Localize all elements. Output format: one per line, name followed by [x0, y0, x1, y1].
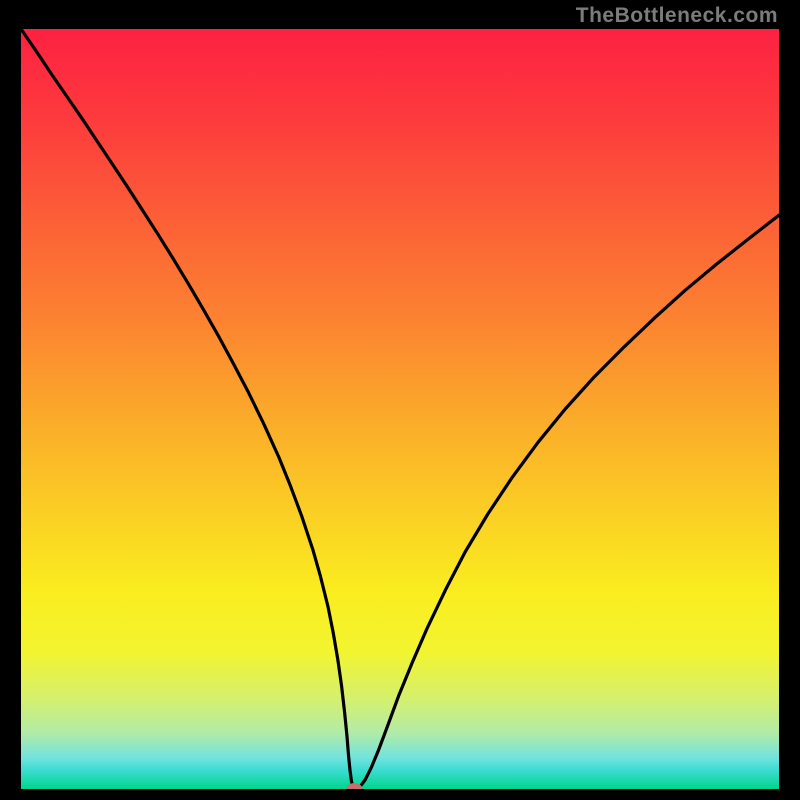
gradient-background: [21, 29, 779, 789]
bottleneck-plot: [21, 29, 779, 789]
watermark-text: TheBottleneck.com: [576, 4, 778, 28]
chart-frame: TheBottleneck.com: [0, 0, 800, 800]
